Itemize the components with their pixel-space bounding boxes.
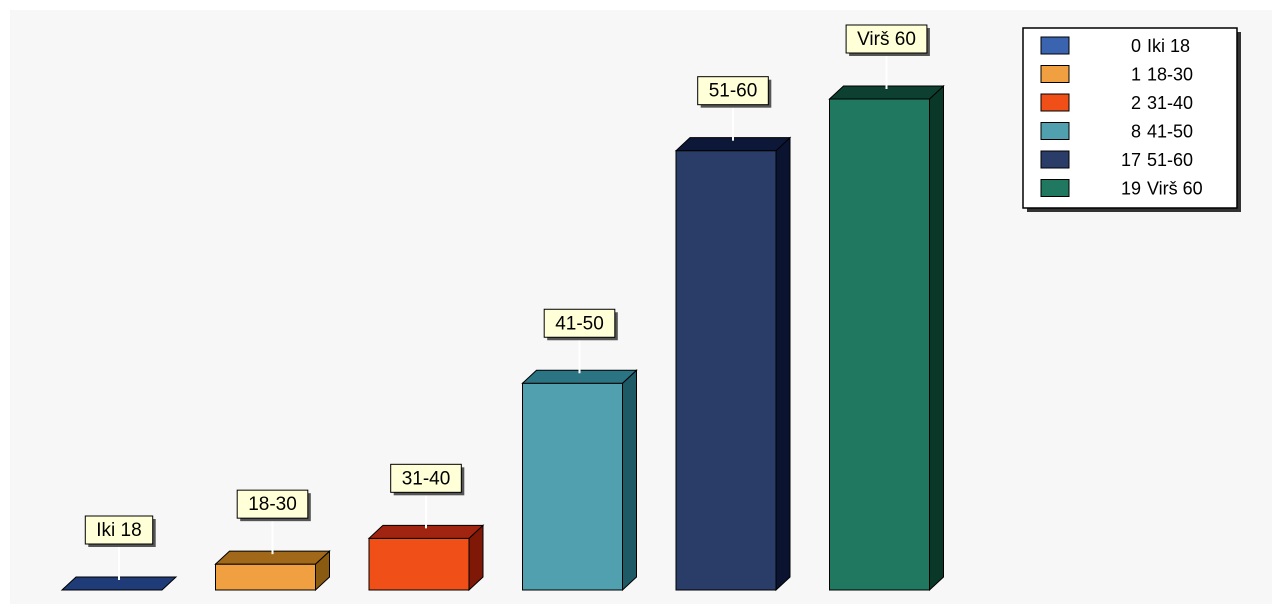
- legend-value: 0: [1131, 36, 1141, 56]
- legend-item-51-60: 17 51-60: [1040, 150, 1193, 170]
- data-label-text: Virš 60: [857, 29, 916, 50]
- data-label-text: Iki 18: [96, 520, 141, 541]
- bar-top: [214, 550, 331, 565]
- bar-top: [828, 85, 945, 100]
- label-box: [236, 489, 309, 519]
- legend-value: 2: [1131, 93, 1141, 113]
- bar-iki-18: [60, 576, 178, 591]
- legend-swatch: [1040, 179, 1070, 197]
- legend-swatch: [1040, 93, 1070, 112]
- bar-18-30: [214, 550, 331, 592]
- bar-top: [674, 137, 792, 152]
- bar-top: [521, 369, 638, 384]
- data-label-31-40: 31-40: [390, 463, 465, 529]
- data-label-iki-18: Iki 18: [84, 515, 156, 580]
- bar-front: [368, 537, 470, 591]
- legend-item-iki-18: 0 Iki 18: [1040, 36, 1190, 56]
- legend: 0 Iki 18 1 18-30 2 31-40 8 41-50 17 51-60 19 Virš 6…: [1022, 27, 1241, 212]
- bar-top: [367, 524, 485, 539]
- label-box: [543, 308, 616, 338]
- legend-value: 17: [1121, 150, 1141, 170]
- legend-label: 41-50: [1147, 122, 1193, 142]
- data-label-41-50: 41-50: [543, 308, 618, 374]
- label-box: [845, 24, 928, 54]
- legend-label: Virš 60: [1147, 179, 1203, 199]
- bar-labels-layer: Iki 18 18-30 31-40 41-50 51-60 Virš 60: [84, 24, 930, 580]
- bar-31-40: [367, 524, 485, 592]
- legend-item-vir-60: 19 Virš 60: [1040, 179, 1203, 199]
- legend-swatch: [1040, 65, 1070, 83]
- legend-item-41-50: 8 41-50: [1040, 122, 1193, 142]
- legend-value: 8: [1131, 122, 1141, 142]
- label-box: [390, 463, 462, 493]
- legend-label: 51-60: [1147, 150, 1193, 170]
- data-label-text: 31-40: [402, 468, 451, 489]
- label-box: [697, 76, 769, 106]
- bar-side: [622, 369, 637, 592]
- bar-front: [215, 563, 316, 591]
- bar-side: [929, 84, 944, 592]
- label-box: [84, 515, 154, 545]
- bar-vir-60: [828, 84, 945, 592]
- legend-item-18-30: 1 18-30: [1040, 65, 1193, 85]
- data-label-text: 51-60: [709, 81, 758, 102]
- bar-front: [675, 150, 777, 591]
- legend-value: 1: [1131, 65, 1141, 85]
- bar-top: [60, 576, 178, 591]
- legend-box: [1022, 27, 1238, 209]
- legend-label: 18-30: [1147, 65, 1193, 85]
- bar-front: [829, 98, 930, 591]
- data-label-text: 18-30: [248, 494, 297, 515]
- data-label-vir-60: Virš 60: [845, 24, 930, 89]
- bars-layer: [60, 84, 945, 592]
- legend-swatch: [1040, 122, 1070, 140]
- bar-front: [522, 382, 623, 591]
- legend-swatch: [1040, 150, 1070, 169]
- legend-swatch: [1040, 36, 1070, 55]
- bar-side: [775, 136, 791, 592]
- data-label-text: 41-50: [555, 313, 604, 334]
- legend-item-31-40: 2 31-40: [1040, 93, 1193, 113]
- legend-label: 31-40: [1147, 93, 1193, 113]
- bar-51-60: [674, 136, 792, 592]
- data-label-18-30: 18-30: [236, 489, 311, 555]
- legend-label: Iki 18: [1147, 36, 1190, 56]
- legend-value: 19: [1121, 179, 1141, 199]
- bar-41-50: [521, 369, 638, 592]
- data-label-51-60: 51-60: [697, 76, 772, 141]
